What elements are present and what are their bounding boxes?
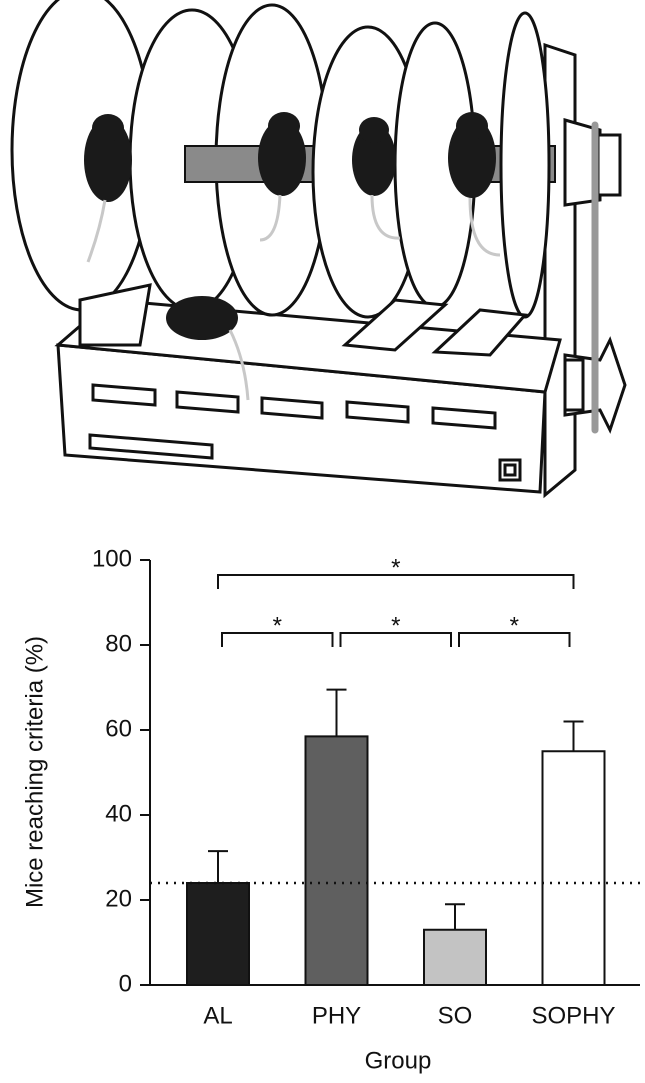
apparatus-illustration — [10, 0, 627, 499]
bar — [541, 750, 606, 986]
bar — [186, 882, 250, 986]
x-tick-label: SOPHY — [531, 1002, 615, 1029]
significance-label: * — [273, 612, 282, 639]
significance-label: * — [391, 612, 400, 639]
significance-bracket — [221, 632, 334, 647]
bar — [304, 735, 369, 986]
y-tick-label: 60 — [105, 715, 132, 742]
x-tick-label: PHY — [312, 1002, 361, 1029]
significance-bracket — [339, 632, 452, 647]
bar — [423, 928, 487, 986]
significance-bracket — [458, 632, 571, 647]
y-tick-label: 100 — [92, 545, 132, 572]
y-axis-label: Mice reaching criteria (%) — [21, 636, 48, 908]
x-axis-label: Group — [365, 1047, 432, 1074]
y-tick-label: 80 — [105, 630, 132, 657]
y-tick-label: 20 — [105, 885, 132, 912]
x-tick-label: AL — [203, 1002, 232, 1029]
y-tick-label: 40 — [105, 800, 132, 827]
x-tick-label: SO — [438, 1002, 473, 1029]
significance-bracket — [217, 574, 575, 589]
significance-label: * — [510, 612, 519, 639]
significance-label: * — [391, 554, 400, 581]
y-tick-label: 0 — [119, 970, 132, 997]
